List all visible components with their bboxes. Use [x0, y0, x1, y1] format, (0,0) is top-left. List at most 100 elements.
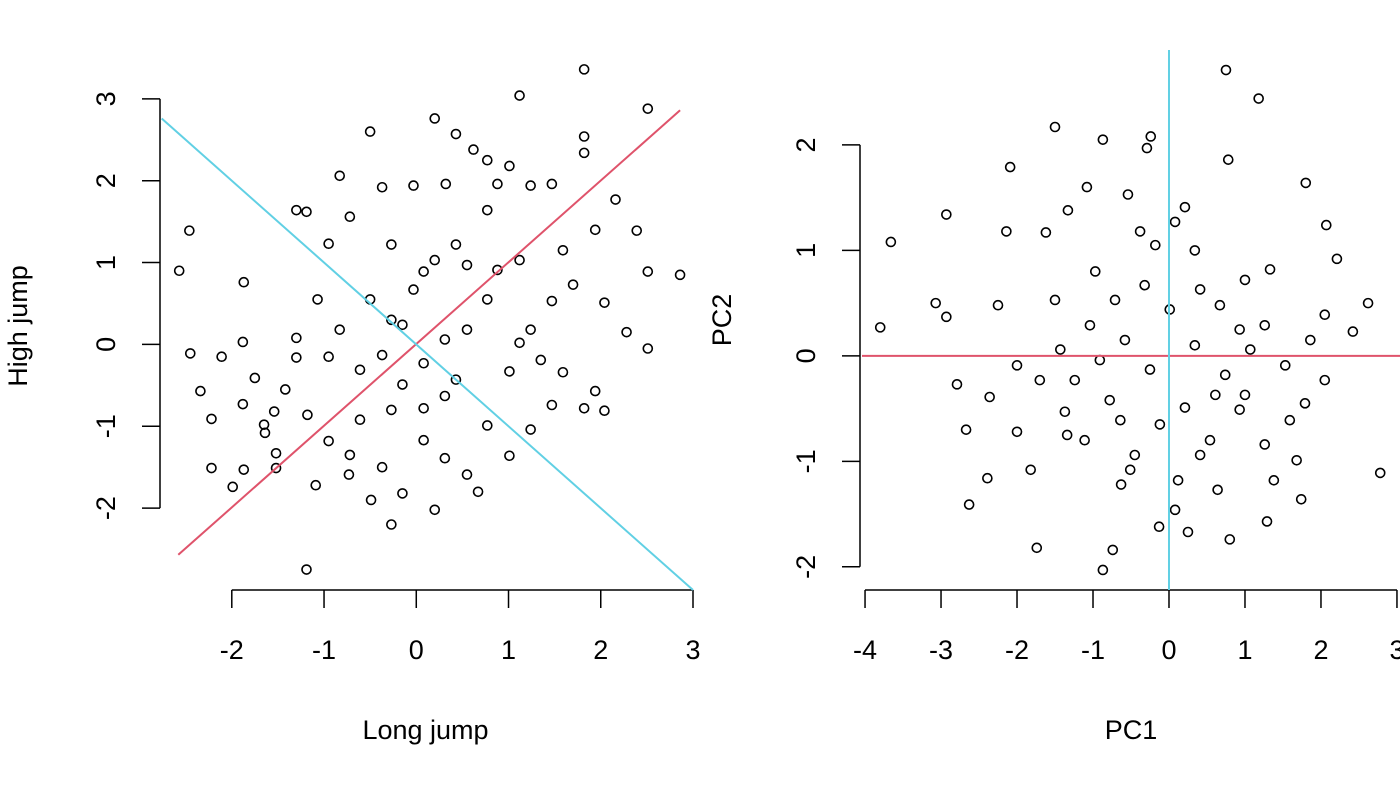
point — [874, 322, 886, 333]
point — [1220, 64, 1232, 76]
point — [599, 405, 610, 417]
x-tick-label: -2 — [1005, 635, 1029, 665]
point — [227, 481, 239, 493]
point — [1040, 227, 1052, 238]
point — [1239, 274, 1251, 286]
point — [1079, 434, 1090, 446]
point — [468, 144, 479, 155]
point — [1319, 374, 1331, 386]
y-tick-label: -2 — [91, 496, 121, 520]
x-tick-label: 0 — [409, 635, 424, 665]
point — [1182, 526, 1194, 538]
point — [1139, 279, 1150, 291]
point — [1141, 142, 1153, 154]
point — [1253, 93, 1264, 104]
point — [1279, 360, 1291, 371]
point — [984, 391, 995, 403]
point — [376, 349, 388, 361]
x-tick-label: 2 — [1313, 635, 1328, 665]
point — [589, 224, 601, 236]
point — [439, 334, 451, 345]
point — [578, 147, 590, 159]
y-tick-label: 0 — [91, 337, 121, 352]
point — [1122, 189, 1134, 200]
point — [1362, 297, 1374, 309]
point — [1115, 479, 1127, 490]
point — [567, 279, 579, 290]
point — [184, 348, 196, 359]
point — [514, 337, 525, 349]
point — [642, 103, 654, 114]
point — [408, 180, 419, 191]
point — [1034, 374, 1046, 386]
point — [1011, 360, 1023, 371]
point — [249, 372, 261, 384]
point — [429, 504, 441, 516]
point — [310, 479, 322, 491]
point — [1305, 334, 1316, 346]
point — [1084, 319, 1096, 331]
point — [1153, 521, 1165, 533]
x-tick-label: 1 — [1237, 635, 1252, 665]
point — [1169, 504, 1181, 516]
point — [1261, 516, 1273, 527]
point — [1374, 467, 1386, 479]
point — [1094, 354, 1106, 366]
point — [173, 265, 185, 277]
point — [1204, 434, 1216, 446]
point — [291, 332, 302, 344]
point — [386, 314, 397, 326]
point — [216, 351, 227, 362]
point — [397, 319, 408, 331]
y-tick-label: 2 — [791, 137, 821, 152]
point — [504, 160, 515, 172]
point — [482, 154, 493, 166]
point — [1055, 344, 1066, 355]
point — [386, 239, 397, 250]
point — [963, 499, 975, 510]
point — [1210, 389, 1221, 401]
point — [546, 295, 558, 307]
y-tick-label: 1 — [91, 255, 121, 270]
point — [238, 276, 250, 288]
reference-line — [161, 117, 694, 591]
point — [418, 434, 429, 446]
point — [334, 170, 346, 182]
y-tick-label: 2 — [91, 173, 121, 188]
point — [386, 519, 397, 530]
point — [992, 299, 1004, 311]
y-tick-label: 0 — [791, 348, 821, 363]
point — [546, 399, 558, 411]
point — [238, 464, 250, 475]
point — [461, 469, 473, 480]
point — [1234, 324, 1245, 335]
point — [259, 427, 271, 439]
y-tick-label: -2 — [791, 555, 821, 579]
point — [344, 211, 356, 223]
point — [184, 225, 195, 236]
point — [237, 336, 249, 348]
point — [461, 324, 473, 335]
point — [1031, 542, 1043, 554]
point — [1069, 374, 1081, 386]
x-tick-label: 0 — [1161, 635, 1176, 665]
point — [941, 209, 952, 220]
point — [1154, 419, 1166, 430]
y-tick-label: -1 — [791, 449, 821, 473]
point — [535, 354, 547, 366]
point — [610, 194, 621, 205]
point — [1097, 564, 1109, 576]
point — [195, 385, 206, 397]
point — [674, 269, 686, 281]
point — [270, 462, 282, 474]
point — [408, 284, 419, 295]
x-tick-label: -3 — [929, 635, 953, 665]
point — [504, 366, 515, 377]
point — [270, 447, 282, 459]
point — [1259, 319, 1271, 331]
point — [354, 414, 366, 426]
point — [930, 297, 942, 309]
point — [1259, 439, 1271, 450]
point — [1129, 449, 1141, 461]
